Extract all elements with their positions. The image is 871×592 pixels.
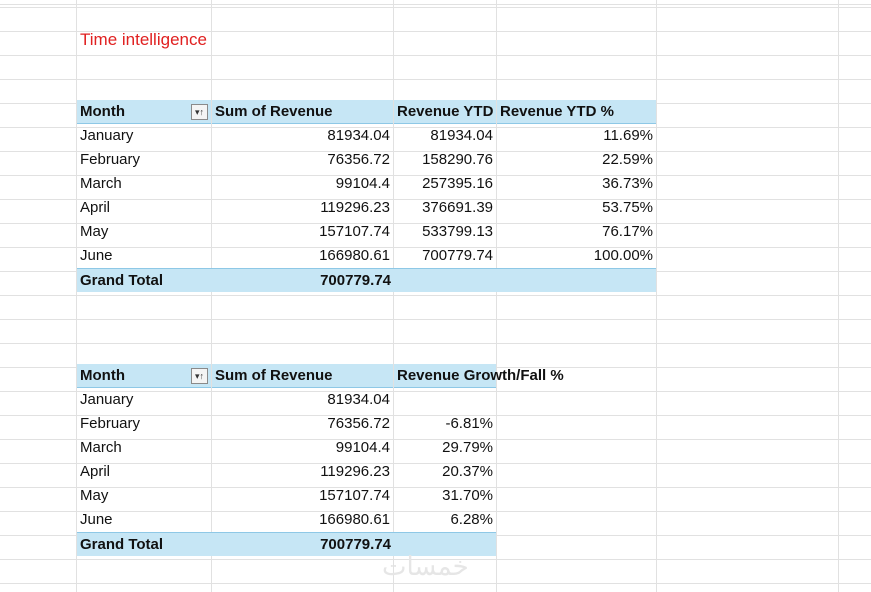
gridline xyxy=(0,487,871,488)
gridline xyxy=(0,343,871,344)
gridline xyxy=(0,31,871,32)
table-cell[interactable]: February xyxy=(80,151,141,168)
sheet-title[interactable]: Time intelligence xyxy=(80,30,207,49)
table-cell[interactable]: 99104.4 xyxy=(335,175,390,192)
table-cell[interactable]: 700779.74 xyxy=(422,247,493,264)
table-cell[interactable]: 119296.23 xyxy=(320,463,390,480)
gridline xyxy=(838,0,839,592)
table-cell[interactable]: February xyxy=(80,415,141,432)
gridline xyxy=(0,319,871,320)
gridline xyxy=(0,391,871,392)
table-cell[interactable]: 11.69% xyxy=(603,127,653,144)
table-cell[interactable]: June xyxy=(80,247,113,264)
filter-dropdown-icon[interactable]: ▾↑ xyxy=(191,368,208,384)
pivot2-header-month[interactable]: Month xyxy=(77,364,211,388)
table-cell[interactable]: June xyxy=(80,511,113,528)
table-cell[interactable]: 81934.04 xyxy=(327,391,390,408)
table-cell[interactable]: 81934.04 xyxy=(327,127,390,144)
table-cell[interactable]: March xyxy=(80,175,122,192)
table-cell[interactable]: 81934.04 xyxy=(430,127,493,144)
pivot1-grand-total-ytd-pct[interactable] xyxy=(496,268,656,292)
table-cell[interactable]: 76.17% xyxy=(602,223,653,240)
table-cell[interactable]: 53.75% xyxy=(602,199,653,216)
table-cell[interactable]: 99104.4 xyxy=(335,439,390,456)
table-cell[interactable]: April xyxy=(80,199,111,216)
gridline xyxy=(0,247,871,248)
table-cell[interactable]: 257395.16 xyxy=(422,175,493,192)
pivot2-grand-total-growth[interactable] xyxy=(393,532,496,556)
pivot2-header-revenue[interactable]: Sum of Revenue xyxy=(212,364,393,388)
table-cell[interactable]: 76356.72 xyxy=(327,151,390,168)
watermark-logo: خمسات xyxy=(382,552,469,582)
table-cell[interactable]: 119296.23 xyxy=(320,199,390,216)
gridline xyxy=(0,151,871,152)
gridline xyxy=(76,0,77,592)
table-cell[interactable]: May xyxy=(80,223,109,240)
table-cell[interactable]: April xyxy=(80,463,111,480)
gridline xyxy=(0,511,871,512)
table-cell[interactable]: 158290.76 xyxy=(422,151,493,168)
table-cell[interactable]: 22.59% xyxy=(602,151,653,168)
table-cell[interactable] xyxy=(394,388,496,412)
pivot2-header-growth[interactable]: Revenue Growth/Fall % xyxy=(397,367,564,384)
table-cell[interactable]: 100.00% xyxy=(593,247,653,264)
gridline xyxy=(211,0,212,592)
table-cell[interactable]: 31.70% xyxy=(442,487,493,504)
table-cell[interactable]: 6.28% xyxy=(450,511,493,528)
table-cell[interactable]: 166980.61 xyxy=(319,247,390,264)
gridline xyxy=(0,583,871,584)
table-cell[interactable]: 166980.61 xyxy=(319,511,390,528)
pivot1-header-ytd-pct[interactable]: Revenue YTD % xyxy=(497,100,656,124)
table-cell[interactable]: May xyxy=(80,487,109,504)
gridline xyxy=(0,199,871,200)
gridline xyxy=(0,463,871,464)
gridline xyxy=(0,223,871,224)
gridline xyxy=(0,4,871,5)
table-cell[interactable]: 376691.39 xyxy=(422,199,493,216)
table-cell[interactable]: 20.37% xyxy=(442,463,493,480)
pivot2-grand-total-value[interactable]: 700779.74 xyxy=(211,532,394,556)
pivot1-grand-total-value[interactable]: 700779.74 xyxy=(211,268,394,292)
gridline xyxy=(656,0,657,592)
header-fill xyxy=(394,364,496,388)
table-cell[interactable]: 36.73% xyxy=(602,175,653,192)
gridline xyxy=(0,127,871,128)
table-cell[interactable]: 76356.72 xyxy=(327,415,390,432)
pivot1-header-ytd[interactable]: Revenue YTD xyxy=(394,100,496,124)
gridline xyxy=(0,415,871,416)
pivot1-header-month[interactable]: Month xyxy=(77,100,211,124)
gridline xyxy=(496,0,497,592)
gridline xyxy=(0,7,871,8)
table-cell[interactable]: January xyxy=(80,127,134,144)
gridline xyxy=(0,175,871,176)
filter-dropdown-icon[interactable]: ▾↑ xyxy=(191,104,208,120)
pivot1-header-revenue[interactable]: Sum of Revenue xyxy=(212,100,393,124)
gridline xyxy=(0,439,871,440)
table-cell[interactable]: 29.79% xyxy=(442,439,493,456)
gridline xyxy=(0,559,871,560)
table-cell[interactable]: 533799.13 xyxy=(422,223,493,240)
pivot1-grand-total-ytd[interactable] xyxy=(393,268,497,292)
table-cell[interactable]: March xyxy=(80,439,122,456)
gridline xyxy=(0,55,871,56)
gridline xyxy=(393,0,394,592)
table-cell[interactable]: January xyxy=(80,391,134,408)
pivot1-grand-total-label[interactable]: Grand Total xyxy=(77,268,211,292)
pivot2-grand-total-label[interactable]: Grand Total xyxy=(77,532,211,556)
table-cell[interactable]: 157107.74 xyxy=(319,487,390,504)
gridline xyxy=(0,79,871,80)
gridline xyxy=(0,295,871,296)
table-cell[interactable]: 157107.74 xyxy=(319,223,390,240)
table-cell[interactable]: -6.81% xyxy=(445,415,493,432)
